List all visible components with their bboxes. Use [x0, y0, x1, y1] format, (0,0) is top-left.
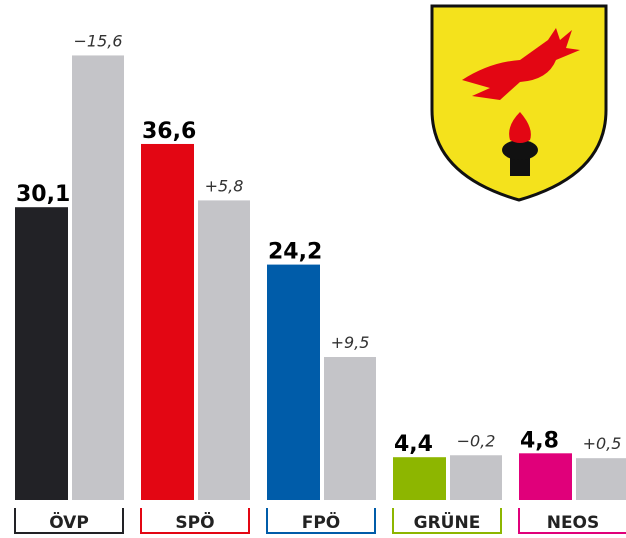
- change-bar: [324, 357, 376, 500]
- value-label: 4,4: [394, 432, 433, 457]
- category-label: FPÖ: [302, 511, 341, 533]
- change-bar: [576, 458, 626, 500]
- bar: [15, 207, 68, 500]
- value-label: 36,6: [142, 119, 196, 144]
- category-label: GRÜNE: [414, 511, 481, 533]
- change-bar: [72, 55, 124, 500]
- coat-of-arms: [432, 6, 606, 200]
- value-label: 30,1: [16, 182, 70, 207]
- category-label: ÖVP: [49, 511, 89, 533]
- change-bar: [198, 200, 250, 500]
- bar: [393, 457, 446, 500]
- category-label: SPÖ: [175, 511, 214, 533]
- change-label: −15,6: [73, 31, 122, 50]
- category-label: NEOS: [547, 513, 600, 533]
- bar: [519, 453, 572, 500]
- change-label: +5,8: [205, 176, 244, 195]
- bar: [267, 265, 320, 500]
- value-label: 4,8: [520, 428, 559, 453]
- page: 30,1 −15,6 ÖVP 36,6 +5,8 SPÖ 24,2 +9,5 FPÖ 4,4 −0,…: [0, 0, 626, 538]
- change-label: +9,5: [331, 333, 370, 352]
- change-bar: [450, 455, 502, 500]
- change-label: +0,5: [583, 434, 622, 453]
- change-label: −0,2: [457, 431, 496, 450]
- bar: [141, 144, 194, 500]
- chart: 30,1 −15,6 ÖVP 36,6 +5,8 SPÖ 24,2 +9,5 FPÖ 4,4 −0,…: [0, 0, 626, 538]
- value-label: 24,2: [268, 240, 322, 265]
